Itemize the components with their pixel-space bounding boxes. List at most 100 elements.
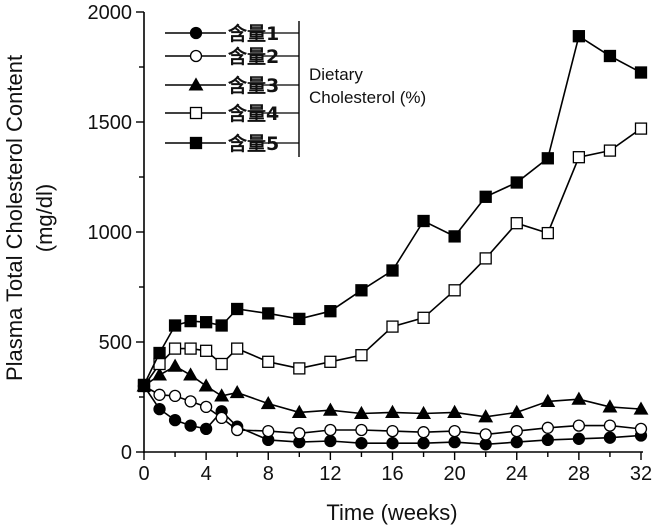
data-point — [184, 395, 197, 408]
series-layer — [136, 30, 649, 451]
y-tick-label: 500 — [99, 332, 132, 354]
data-point — [260, 395, 276, 410]
data-point — [215, 357, 228, 371]
data-point — [293, 427, 306, 440]
data-point — [448, 230, 461, 243]
y-tick-label: 1000 — [88, 222, 133, 244]
data-point — [541, 433, 554, 447]
data-point — [447, 404, 463, 418]
legend-marker — [189, 49, 203, 63]
data-point — [541, 226, 554, 240]
data-point — [541, 421, 554, 434]
data-point — [184, 419, 197, 432]
y-axis-ticks: 0 500 1000 1500 2000 — [88, 2, 144, 464]
data-point — [262, 355, 275, 368]
legend-marker — [189, 136, 203, 150]
data-point — [479, 252, 492, 265]
data-point — [215, 411, 228, 425]
data-point — [198, 378, 214, 392]
series-line — [143, 127, 642, 387]
data-point — [417, 311, 430, 324]
data-point — [324, 434, 337, 448]
data-point — [448, 284, 461, 297]
data-point — [324, 355, 337, 368]
data-point — [417, 437, 430, 450]
x-axis-title: Time (weeks) — [326, 500, 457, 525]
x-tick-label: 12 — [319, 463, 341, 485]
legend-entry-label: 含量5 — [228, 132, 279, 155]
data-point — [184, 314, 197, 328]
legend-marker — [188, 77, 204, 91]
legend-entry-label: 含量4 — [228, 102, 279, 125]
series-5 — [137, 30, 648, 392]
data-point — [509, 404, 525, 418]
data-point — [572, 419, 586, 432]
legend-entry-label: 含量1 — [228, 22, 279, 45]
data-point — [293, 312, 306, 326]
legend-marker — [189, 26, 203, 40]
y-axis-title-line2: (mg/dl) — [32, 184, 57, 252]
data-point — [322, 402, 338, 416]
x-tick-label: 32 — [630, 463, 652, 485]
data-point — [167, 358, 183, 372]
data-point — [168, 319, 182, 332]
data-point — [184, 342, 197, 355]
data-point — [603, 431, 617, 444]
data-point — [168, 389, 182, 403]
data-point — [231, 342, 244, 355]
data-point — [293, 362, 306, 375]
series-1 — [137, 379, 648, 451]
data-point — [510, 435, 523, 449]
data-point — [262, 307, 275, 320]
data-point — [448, 424, 461, 438]
data-point — [153, 402, 166, 416]
data-point — [353, 405, 369, 420]
data-point — [386, 437, 399, 450]
data-point — [386, 264, 399, 277]
data-point — [479, 190, 492, 203]
data-point — [448, 435, 461, 449]
x-tick-label: 16 — [381, 463, 403, 485]
legend-marker — [189, 106, 203, 120]
x-tick-label: 8 — [263, 463, 274, 485]
data-point — [417, 426, 430, 439]
data-point — [199, 400, 213, 414]
data-point — [324, 423, 337, 437]
data-point — [386, 424, 399, 438]
data-point — [540, 393, 556, 407]
data-point — [324, 305, 337, 318]
data-point — [416, 405, 432, 420]
data-point — [572, 30, 586, 43]
data-point — [634, 122, 648, 135]
data-point — [214, 388, 230, 402]
x-tick-label: 28 — [568, 463, 590, 485]
y-axis-title-line1: Plasma Total Cholesterol Content — [2, 55, 27, 381]
data-point — [510, 217, 523, 230]
data-point — [603, 419, 617, 432]
data-point — [199, 344, 213, 357]
data-point — [229, 384, 245, 399]
legend-group-label-line2: Cholesterol (%) — [309, 88, 426, 107]
legend-group-label-line1: Dietary — [309, 65, 363, 84]
data-point — [153, 388, 166, 401]
data-point — [168, 342, 182, 355]
legend-entry-label: 含量2 — [228, 45, 279, 68]
data-point — [168, 413, 182, 427]
data-point — [355, 423, 368, 437]
data-point — [603, 144, 617, 157]
y-tick-label: 0 — [121, 442, 132, 464]
y-tick-label: 2000 — [88, 2, 133, 24]
data-point — [355, 437, 368, 450]
x-tick-label: 4 — [201, 463, 212, 485]
data-point — [603, 49, 617, 63]
x-tick-label: 24 — [506, 463, 528, 485]
series-4 — [137, 122, 648, 393]
data-point — [571, 391, 587, 405]
data-point — [355, 284, 368, 297]
y-tick-label: 1500 — [88, 112, 133, 134]
data-point — [572, 151, 586, 164]
data-point — [355, 349, 368, 362]
data-point — [291, 404, 307, 418]
x-tick-label: 20 — [444, 463, 466, 485]
